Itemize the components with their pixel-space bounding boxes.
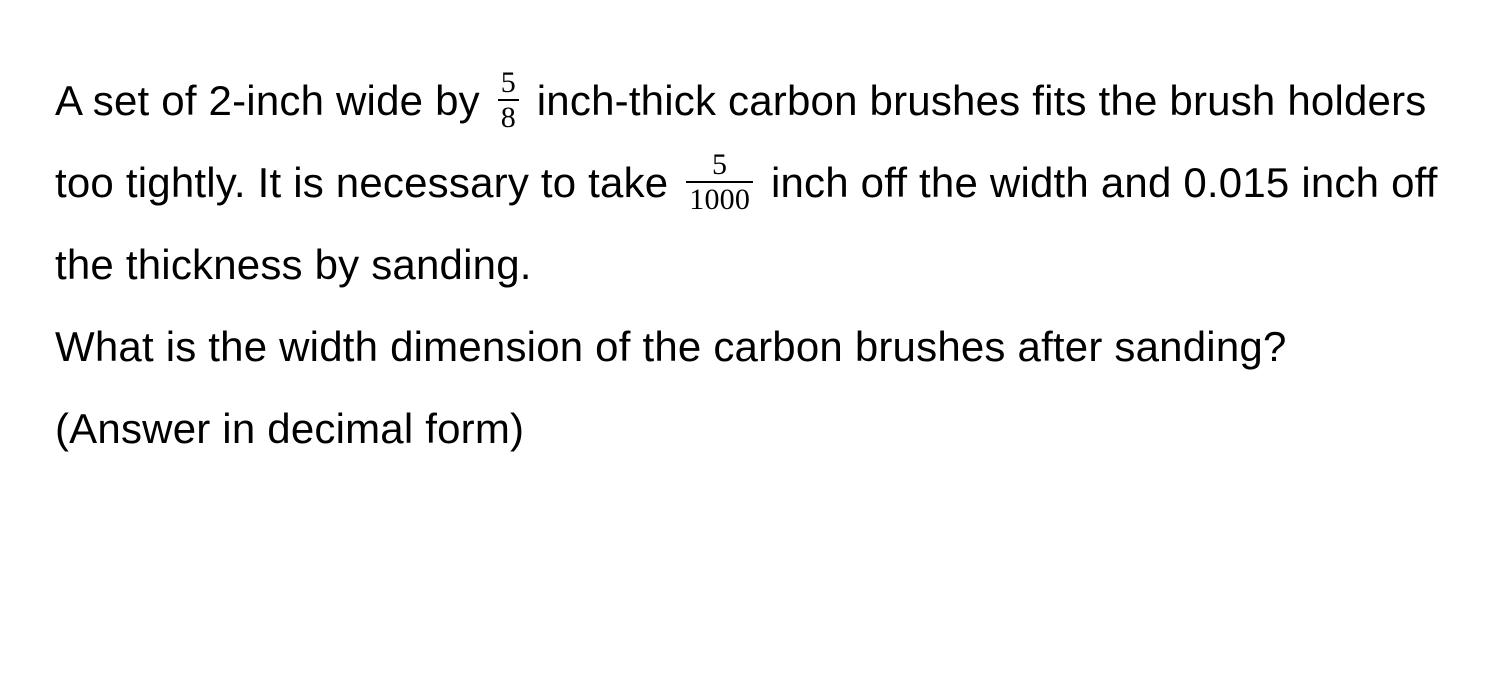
paragraph-1: A set of 2-inch wide by 5 8 inch-thick c… bbox=[55, 60, 1445, 306]
text-segment: A set of 2-inch wide by bbox=[55, 77, 492, 124]
paragraph-2: What is the width dimension of the carbo… bbox=[55, 306, 1445, 470]
problem-text: A set of 2-inch wide by 5 8 inch-thick c… bbox=[55, 60, 1445, 469]
fraction-5-8: 5 8 bbox=[498, 68, 519, 133]
fraction-numerator: 5 bbox=[686, 150, 753, 183]
fraction-denominator: 1000 bbox=[686, 183, 753, 215]
fraction-5-1000: 5 1000 bbox=[686, 150, 753, 215]
fraction-denominator: 8 bbox=[498, 101, 519, 133]
fraction-numerator: 5 bbox=[498, 68, 519, 101]
